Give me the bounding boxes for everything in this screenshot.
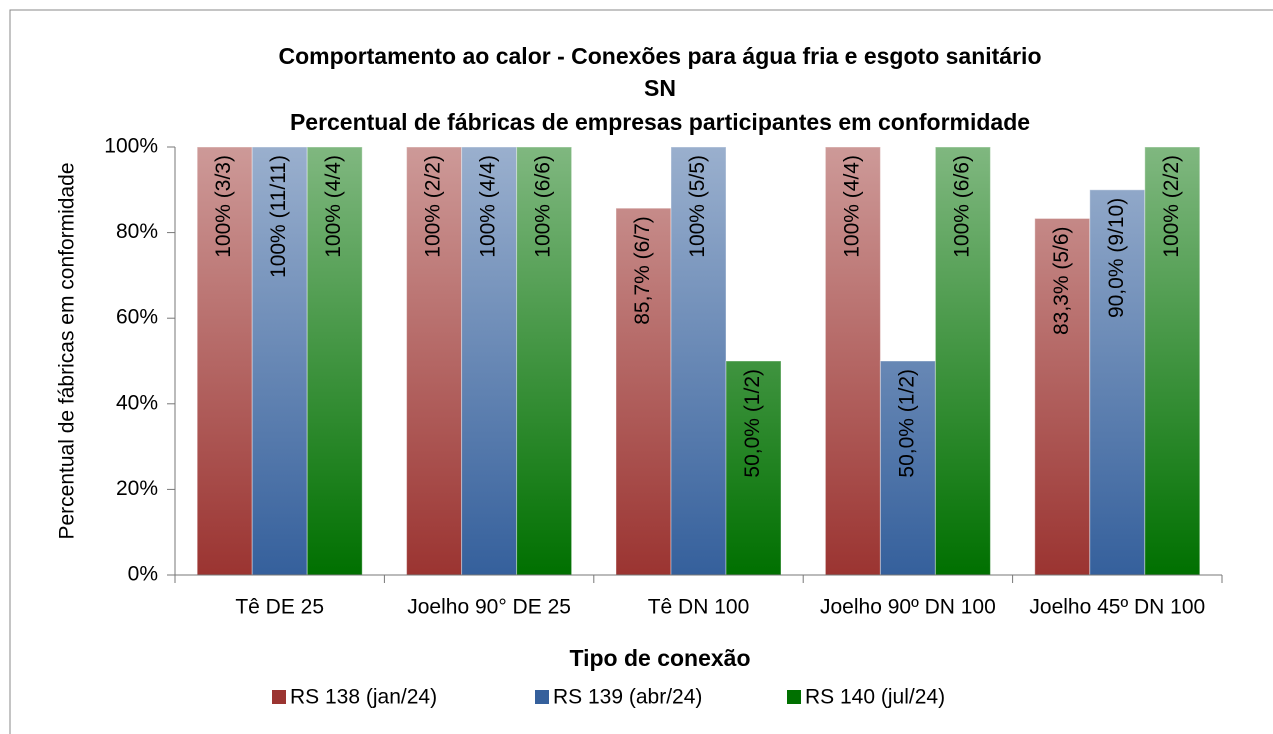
data-label: 100% (2/2) <box>1160 155 1183 258</box>
data-label: 50,0% (1/2) <box>895 369 918 478</box>
x-tick-label: Tê DE 25 <box>235 596 324 619</box>
y-tick-label: 0% <box>128 563 158 586</box>
x-tick-label: Joelho 90° DE 25 <box>407 596 571 619</box>
bar <box>516 146 573 576</box>
bar <box>725 360 782 576</box>
bar <box>879 360 936 576</box>
bar <box>461 146 518 576</box>
legend-label: RS 139 (abr/24) <box>553 686 702 709</box>
data-label: 100% (5/5) <box>686 155 709 258</box>
legend-label: RS 138 (jan/24) <box>290 686 437 709</box>
y-tick-label: 100% <box>104 135 158 158</box>
data-label: 50,0% (1/2) <box>741 369 764 478</box>
legend-swatch <box>272 690 286 704</box>
data-label: 100% (4/4) <box>477 155 500 258</box>
x-tick-label: Tê DN 100 <box>648 596 750 619</box>
chart-title: SN <box>644 75 676 101</box>
legend-label: RS 140 (jul/24) <box>805 686 945 709</box>
data-label: 100% (3/3) <box>212 155 235 258</box>
y-axis-title: Percentual de fábricas em conformidade <box>56 162 79 539</box>
legend-swatch <box>535 690 549 704</box>
x-tick-label: Joelho 90º DN 100 <box>820 596 996 619</box>
bar <box>824 146 881 576</box>
x-axis-title: Tipo de conexão <box>569 645 750 671</box>
bar <box>670 146 727 576</box>
data-label: 83,3% (5/6) <box>1050 226 1073 335</box>
data-label: 100% (6/6) <box>950 155 973 258</box>
data-label: 90,0% (9/10) <box>1105 198 1128 318</box>
bar <box>251 146 308 576</box>
bar <box>1089 189 1146 576</box>
data-label: 100% (4/4) <box>322 155 345 258</box>
data-label: 100% (2/2) <box>422 155 445 258</box>
y-tick-label: 60% <box>116 306 158 329</box>
y-tick-label: 20% <box>116 477 158 500</box>
data-label: 100% (6/6) <box>532 155 555 258</box>
chart-title: Comportamento ao calor - Conexões para á… <box>278 43 1041 69</box>
bar <box>306 146 363 576</box>
chart-title: Percentual de fábricas de empresas parti… <box>290 109 1030 135</box>
data-label: 100% (11/11) <box>267 155 290 278</box>
y-tick-label: 40% <box>116 391 158 414</box>
legend-swatch <box>787 690 801 704</box>
x-tick-label: Joelho 45º DN 100 <box>1029 596 1205 619</box>
data-label: 100% (4/4) <box>840 155 863 258</box>
y-tick-label: 80% <box>116 220 158 243</box>
data-label: 85,7% (6/7) <box>631 216 654 325</box>
